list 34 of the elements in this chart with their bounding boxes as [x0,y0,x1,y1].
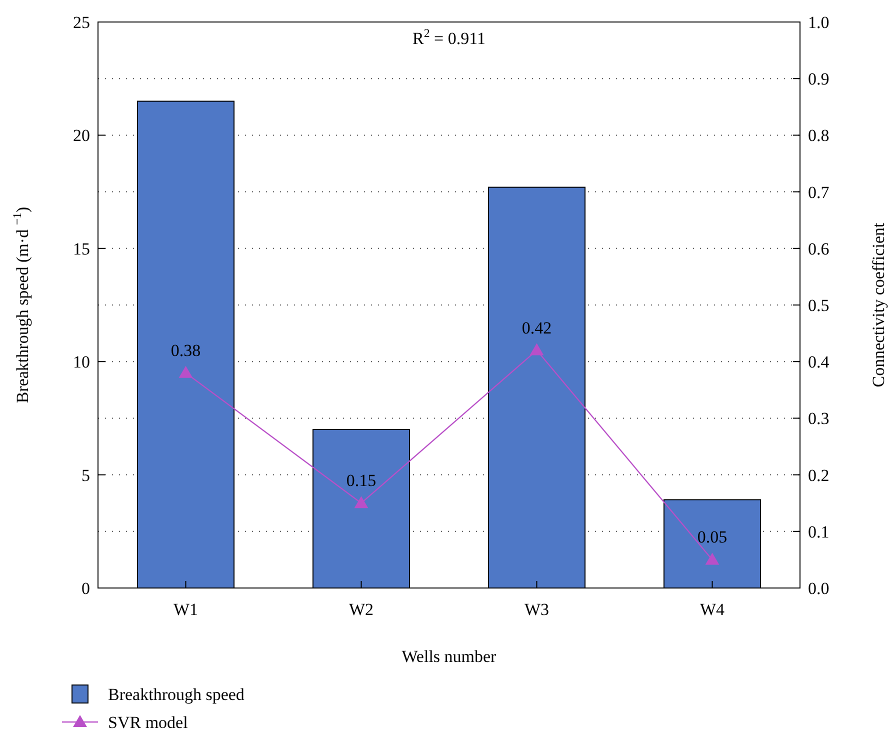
y2-tick-label: 0.3 [808,409,830,428]
point [178,366,193,378]
data-label: 0.38 [170,340,201,360]
chart-title: R$^{2}$ = 0.911 [412,26,486,48]
point [530,343,544,356]
y2-tick-label: 0.7 [808,182,830,202]
data-label: 0.15 [346,471,376,490]
point [354,496,368,508]
data-label: 0.42 [522,318,552,338]
y2-tick-label: 1.0 [808,12,830,32]
y2-tick-label: 0.6 [808,239,830,258]
y-tick-label: 10 [73,352,90,372]
y2-tick-label: 0.8 [808,126,830,146]
y-tick-label: 5 [82,466,90,485]
y2-tick-label: 0.2 [808,466,830,485]
x-tick-label: W2 [348,600,374,619]
y2-axis-title: Connectivity coefficient [869,222,888,388]
x-tick-label: W3 [524,600,550,619]
y2-tick-label: 0.9 [808,70,830,89]
x-tick-label: W4 [700,600,726,619]
x-tick-label: W1 [173,600,198,619]
point [705,552,720,565]
y-tick-label: 0 [82,578,90,598]
y2-tick-label: 0.0 [808,578,830,598]
y-tick-label: 25 [73,12,90,32]
x-axis-title: Wells number [402,647,497,666]
legend-label: SVR model [108,712,188,731]
legend-label: Breakthrough speed [108,684,245,704]
y-tick-label: 15 [73,239,90,258]
data-label: 0.05 [697,528,728,547]
y-tick-label: 20 [73,126,90,146]
y2-tick-label: 0.5 [808,296,830,315]
y2-tick-label: 0.1 [808,522,830,542]
y2-tick-label: 0.4 [808,352,830,372]
